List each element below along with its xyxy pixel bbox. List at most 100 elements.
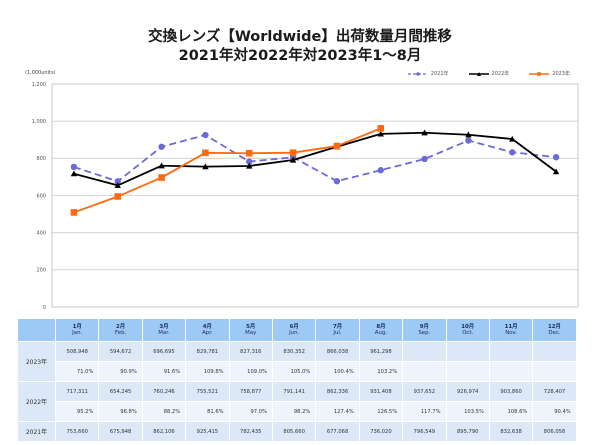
table-header-row: 1月 Jan. 2月 Feb. 3月 Mar. 4月 Apr. 5月 May 6月 Jun. 7月 Jul… [17, 318, 577, 342]
legend-label-2021: 2021年 [430, 71, 449, 77]
table-row: 2021年 753,660 675,948 862,106 925,415 782,435… [17, 421, 577, 442]
chart-legend: 2021年 2022年 2023年 [407, 70, 570, 77]
table-cell-value: 937,652 [402, 381, 447, 402]
table-cell-ratio [445, 361, 490, 382]
table-cell-value: 717,311 [54, 381, 100, 402]
month-jp: 8月 [376, 324, 386, 330]
data-point [70, 163, 78, 171]
month-jp: 2月 [116, 324, 126, 330]
table-cell-value [488, 341, 534, 362]
month-jp: 11月 [504, 324, 518, 330]
table-header-month: 4月 Apr. [185, 318, 230, 342]
table-cell-ratio: 108.6% [488, 401, 534, 422]
data-point [421, 155, 428, 163]
table-cell-ratio: 98.2% [271, 401, 317, 422]
table-cell-ratio [488, 361, 534, 382]
table-cell-value: 677,068 [315, 421, 360, 442]
table-cell-ratio: 103.5% [445, 401, 490, 422]
table-cell-value: 594,672 [98, 341, 143, 362]
month-en: Jun. [289, 330, 300, 336]
table-cell-value: 696,695 [141, 341, 187, 362]
table-cell-value: 926,974 [445, 381, 490, 402]
table-row-year: 2021年 [17, 421, 56, 442]
table-cell-ratio: 126.5% [358, 401, 404, 422]
chart-title-line2: 2021年対2022年対2023年1～8月 [178, 48, 422, 64]
table-cell-value: 829,781 [185, 341, 230, 362]
table-cell-ratio: 96.8% [98, 401, 143, 422]
month-jp: 10月 [461, 324, 475, 330]
table-cell-ratio: 117.7% [402, 401, 447, 422]
legend-item-2023: 2023年 [529, 70, 570, 77]
data-point [333, 142, 341, 150]
table-cell-value: 895,790 [445, 421, 490, 442]
data-point [552, 154, 560, 161]
table-header-corner [17, 318, 56, 342]
legend-label-2023: 2023年 [552, 71, 570, 77]
table-cell-value: 758,877 [228, 381, 273, 402]
table-cell-ratio: 91.6% [141, 361, 187, 382]
table-cell-ratio: 103.2% [358, 361, 404, 382]
data-point [114, 178, 121, 185]
table-cell-value: 753,660 [54, 421, 100, 442]
series-line-2021 [73, 134, 557, 183]
table-cell-value [402, 341, 447, 362]
y-tick-label: 1,000 [32, 119, 46, 125]
legend-label-2022: 2022年 [491, 71, 510, 77]
series-line-2023 [73, 127, 382, 214]
table-cell-value: 675,948 [98, 421, 143, 442]
table-cell-value: 791,141 [271, 381, 317, 402]
table-row-year: 2022年 [17, 381, 56, 422]
y-tick-label: 200 [36, 268, 46, 274]
month-jp: 5月 [246, 324, 256, 330]
month-jp: 4月 [202, 324, 212, 330]
data-point [202, 149, 209, 157]
month-en: Aug. [374, 330, 388, 336]
y-tick-label: 1,200 [32, 82, 46, 88]
legend-item-2022: 2022年 [468, 70, 510, 77]
month-en: May [245, 330, 257, 336]
table-cell-value: 654,245 [98, 381, 143, 402]
month-jp: 6月 [289, 324, 299, 330]
month-en: Jul. [333, 330, 342, 336]
legend-swatch-2022 [468, 71, 489, 76]
table-header-month: 2月 Feb. [98, 318, 143, 342]
table-cell-value: 961,298 [358, 341, 404, 362]
month-en: Oct. [462, 330, 474, 336]
data-point [158, 162, 165, 169]
month-en: Nov. [505, 330, 518, 336]
legend-swatch-2023 [529, 71, 550, 76]
table-cell-value: 866,038 [315, 341, 360, 362]
data-point [377, 167, 384, 174]
data-point [333, 177, 341, 185]
month-en: Dec. [548, 330, 561, 336]
y-tick-label: 400 [36, 230, 46, 236]
legend-swatch-2021 [407, 71, 428, 76]
table-cell-ratio: 81.6% [185, 401, 230, 422]
table-header-month: 11月 Nov. [488, 318, 534, 342]
data-point [377, 130, 384, 137]
table-cell-ratio: 71.0% [54, 361, 100, 382]
table-cell-value: 728,407 [532, 381, 577, 402]
month-en: Feb. [114, 330, 127, 336]
data-point [70, 209, 78, 216]
table-cell-value: 796,549 [402, 421, 447, 442]
table-cell-ratio: 97.0% [228, 401, 273, 422]
table-row-ratio: 71.0% 90.9% 91.6% 109.8% 109.0% 105.0% 100.4% 1… [18, 361, 577, 382]
series-line-2022 [73, 131, 557, 187]
month-en: Apr. [202, 330, 213, 336]
table-header-month: 1月 Jan. [54, 318, 100, 342]
data-point [202, 131, 209, 139]
table-cell-value: 862,106 [141, 421, 187, 442]
y-axis-unit-label: (1,000units) [25, 70, 56, 76]
month-jp: 7月 [332, 324, 343, 330]
table-header-month: 6月 Jun. [271, 318, 317, 342]
month-jp: 12月 [548, 324, 561, 330]
month-en: Jan. [72, 330, 83, 336]
table-cell-ratio [402, 361, 447, 382]
table-cell-value: 925,415 [185, 421, 230, 442]
table-header-month: 7月 Jul. [315, 318, 360, 342]
data-point [158, 174, 165, 181]
table-row-year: 2023年 [17, 341, 56, 382]
table-cell-value: 832,638 [488, 421, 534, 442]
table-cell-ratio: 88.2% [141, 401, 187, 422]
